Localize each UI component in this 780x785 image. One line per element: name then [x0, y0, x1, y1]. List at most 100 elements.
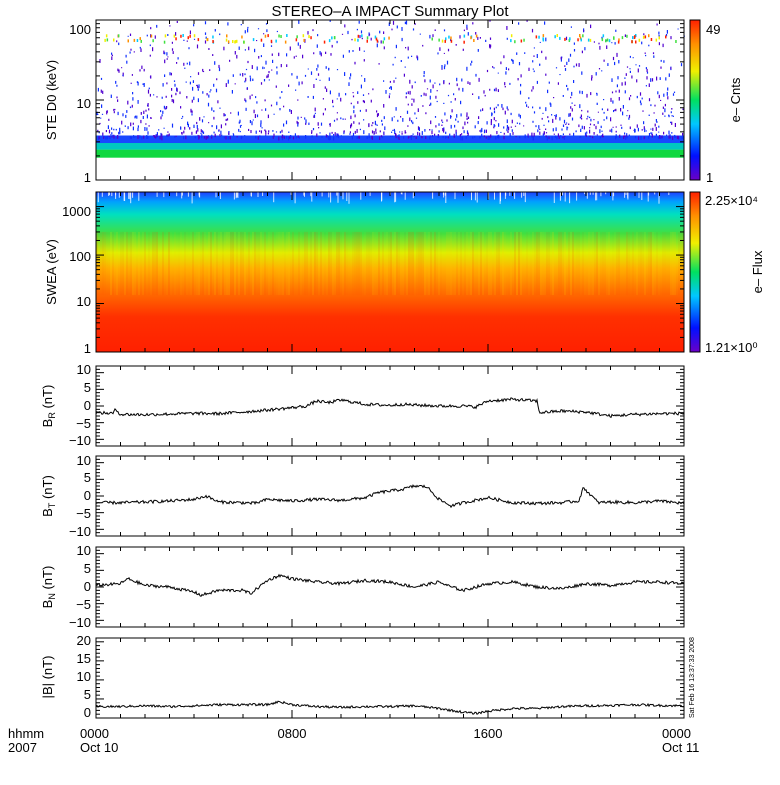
ste-speckle	[142, 83, 144, 85]
ste-speckle	[459, 35, 461, 39]
bt-frame	[95, 455, 685, 537]
ste-speckle	[456, 83, 458, 87]
ste-speckle	[439, 47, 441, 51]
ste-speckle	[317, 34, 319, 37]
ste-speckle	[364, 78, 366, 82]
ste-speckle	[344, 72, 346, 76]
swea-streak	[436, 231, 438, 296]
ste-speckle	[411, 98, 413, 100]
ste-speckle	[624, 81, 626, 86]
ste-dash	[473, 39, 475, 42]
ste-speckle	[658, 31, 660, 35]
ste-speckle	[437, 134, 439, 138]
ste-speckle	[496, 131, 498, 135]
ste-speckle	[500, 61, 502, 65]
swea-streak	[486, 231, 488, 296]
ste-dash	[331, 36, 333, 40]
ste-speckle	[532, 68, 534, 70]
ste-dash	[650, 38, 653, 41]
swea-panel: 1000 100 10 1 SWEA (eV) 2.25×10⁴ 1.21×10…	[44, 191, 765, 356]
ste-speckle	[667, 87, 669, 91]
ste-speckle	[411, 103, 413, 106]
ste-speckle	[171, 41, 173, 44]
ste-speckle	[297, 116, 299, 120]
ste-speckle	[240, 24, 242, 26]
swea-streak	[622, 232, 624, 295]
ste-speckle	[172, 99, 175, 104]
ste-speckle	[256, 114, 259, 118]
swea-streak	[282, 231, 284, 296]
ste-speckle	[376, 43, 378, 48]
ste-speckle	[375, 132, 377, 134]
ste-speckle	[601, 36, 603, 40]
ste-speckle	[434, 116, 437, 118]
ste-dash	[523, 38, 525, 42]
ste-dash	[632, 36, 634, 40]
ste-speckle	[313, 115, 315, 118]
bn-ylabel: BN (nT)	[40, 566, 57, 609]
ste-dash	[535, 35, 538, 39]
ste-speckle	[102, 132, 104, 136]
ste-speckle	[336, 133, 338, 138]
ste-speckle	[319, 132, 321, 134]
swea-streak	[670, 231, 672, 296]
ste-speckle	[371, 130, 374, 134]
ste-speckle	[224, 114, 226, 117]
ste-speckle	[612, 56, 615, 61]
ste-speckle	[337, 134, 340, 139]
swea-streak	[218, 231, 220, 296]
ste-speckle	[656, 23, 658, 26]
swea-gap	[668, 192, 670, 195]
ste-speckle	[230, 112, 232, 114]
swea-gap	[559, 192, 561, 201]
ste-speckle	[422, 44, 424, 47]
ste-speckle	[544, 21, 546, 25]
ste-speckle	[532, 120, 534, 123]
swea-gap	[290, 192, 292, 195]
ste-speckle	[141, 136, 143, 140]
ste-speckle	[132, 92, 134, 95]
ste-speckle	[116, 84, 118, 87]
swea-gap	[303, 192, 305, 196]
ste-speckle	[465, 135, 467, 139]
swea-streak	[302, 232, 304, 295]
ste-speckle	[618, 97, 620, 101]
swea-gap	[613, 192, 615, 197]
ste-speckle	[283, 123, 285, 127]
ste-speckle	[573, 132, 575, 136]
swea-streak	[318, 232, 320, 295]
ste-speckle	[414, 81, 416, 84]
ste-dash	[267, 34, 269, 38]
ste-speckle	[232, 74, 234, 77]
ste-speckle	[331, 131, 333, 134]
ste-speckle	[490, 119, 492, 123]
ste-speckle	[441, 119, 443, 122]
ste-speckle	[623, 135, 625, 139]
swea-streak	[160, 232, 162, 295]
ste-speckle	[189, 30, 191, 35]
ste-speckle	[669, 136, 671, 139]
ste-speckle	[267, 74, 269, 78]
ste-speckle	[509, 133, 511, 137]
ste-speckle	[134, 115, 137, 118]
ste-speckle	[591, 75, 593, 78]
ste-dash	[333, 36, 336, 40]
swea-streak	[240, 231, 242, 296]
swea-streak	[226, 231, 228, 296]
ste-speckle	[297, 135, 299, 138]
ste-speckle	[480, 109, 482, 112]
ste-speckle	[132, 126, 134, 131]
ste-speckle	[590, 92, 592, 96]
ste-speckle	[147, 136, 149, 139]
ste-speckle	[479, 37, 481, 39]
swea-streak	[168, 231, 170, 296]
ste-speckle	[241, 136, 243, 139]
ste-speckle	[372, 88, 374, 91]
ste-speckle	[643, 136, 645, 140]
ste-speckle	[115, 80, 117, 84]
swea-streak	[398, 231, 400, 296]
swea-streak	[334, 231, 336, 296]
ste-speckle	[126, 110, 128, 113]
ste-speckle	[518, 62, 521, 66]
